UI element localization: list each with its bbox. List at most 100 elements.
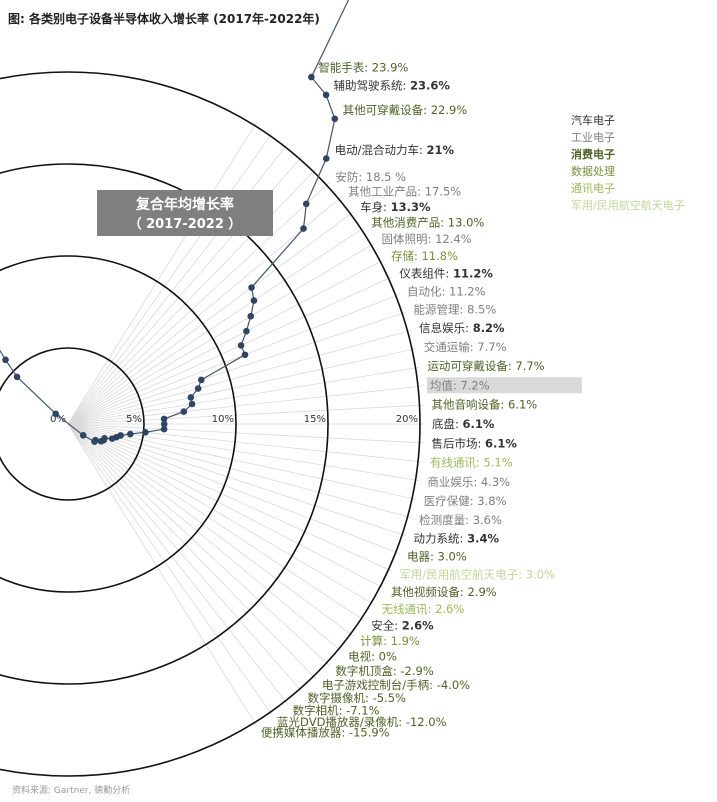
- point-label: 信息娱乐: 8.2%: [419, 321, 505, 335]
- spoke: [67, 182, 330, 425]
- tick-label-5: 5%: [126, 414, 142, 425]
- point-label-name: 数字摄像机:: [308, 691, 373, 705]
- point-label-value: 5.1%: [483, 456, 512, 470]
- spoke: [67, 423, 420, 482]
- center-label-line1: 复合年均增长率: [135, 196, 234, 213]
- point-label-name: 运动可穿戴设备:: [427, 359, 515, 373]
- series-points: [2, 73, 339, 445]
- spoke: [67, 423, 407, 537]
- point-label-name: 其他可穿戴设备:: [343, 103, 431, 117]
- center-label-box: 复合年均增长率 （ 2017-2022 ）: [97, 190, 273, 236]
- point-label-value: 3.4%: [467, 531, 499, 545]
- data-point: [322, 155, 330, 162]
- point-label-name: 无线通讯:: [382, 602, 436, 616]
- point-label-value: 23.6%: [410, 78, 450, 92]
- point-label-name: 存储:: [391, 249, 422, 263]
- point-label: 安防: 18.5 %: [335, 170, 406, 184]
- point-label-value: 7.7%: [515, 359, 544, 373]
- spoke: [67, 121, 257, 425]
- point-label-name: 数字机顶盒:: [335, 664, 400, 678]
- legend-item-consumer: 消费电子: [571, 147, 615, 161]
- data-point: [13, 373, 21, 381]
- tick-label-10: 10%: [212, 414, 234, 425]
- data-point: [247, 312, 255, 320]
- point-label: 动力系统: 3.4%: [414, 531, 500, 545]
- point-label: 其他音响设备: 6.1%: [431, 398, 537, 412]
- point-label-value: 3.0%: [438, 550, 467, 564]
- point-label-name: 均值:: [430, 378, 461, 392]
- point-label-value: 21%: [427, 143, 455, 157]
- point-label-name: 信息娱乐:: [419, 321, 473, 335]
- data-point: [188, 400, 196, 408]
- point-label-name: 电器:: [407, 550, 438, 564]
- point-label-value: 3.8%: [477, 494, 506, 508]
- spoke: [67, 276, 393, 425]
- legend-item-auto: 汽车电子: [571, 113, 615, 127]
- data-point: [108, 435, 116, 442]
- spoke: [67, 423, 257, 727]
- spoke: [67, 423, 330, 666]
- tick-label-20: 20%: [396, 414, 418, 425]
- spoke: [67, 348, 417, 425]
- point-label-name: 计算:: [360, 634, 391, 648]
- data-point: [187, 394, 195, 401]
- point-label-name: 仪表组件:: [399, 267, 453, 281]
- point-labels: 头盔显示器: 34.9%智能手表: 23.9%辅助驾驶系统: 23.6%其他可穿…: [261, 60, 582, 740]
- point-label: 能源管理: 8.5%: [414, 303, 497, 317]
- point-label: 军用/民用航空航天电子: 3.0%: [399, 567, 555, 581]
- data-point: [197, 376, 205, 384]
- data-point: [79, 432, 87, 439]
- data-point: [250, 297, 258, 304]
- source-note: 资料来源: Gartner, 德勤分析: [12, 786, 131, 796]
- spoke: [67, 423, 317, 680]
- point-label-value: 2.9%: [467, 585, 496, 599]
- legend-item-industrial: 工业电子: [571, 131, 615, 144]
- point-label-name: 其他音响设备:: [431, 398, 508, 412]
- data-point: [2, 356, 9, 364]
- tick-label-15: 15%: [304, 414, 326, 425]
- spoke: [67, 423, 400, 555]
- spoke: [67, 423, 412, 519]
- spoke: [67, 329, 412, 425]
- spoke: [67, 423, 273, 716]
- point-label: 交通运输: 7.7%: [424, 340, 507, 354]
- point-label-value: 11.2%: [453, 267, 493, 281]
- legend-item-comm: 通讯电子: [571, 182, 615, 195]
- spoke: [67, 423, 289, 705]
- point-label: 其他视频设备: 2.9%: [391, 585, 497, 599]
- point-label: 无线通讯: 2.6%: [382, 602, 465, 616]
- point-label: 安全: 2.6%: [371, 618, 434, 632]
- point-label-value: 3.0%: [526, 567, 555, 581]
- point-label: 计算: 1.9%: [360, 634, 420, 648]
- point-label: 其他工业产品: 17.5%: [348, 185, 461, 199]
- point-label-value: 7.2%: [460, 378, 489, 392]
- point-label-name: 安全:: [371, 618, 402, 632]
- point-label-value: -12.0%: [406, 715, 447, 729]
- point-label-value: 7.7%: [477, 340, 506, 354]
- point-label-name: 车身:: [360, 200, 391, 214]
- point-label: 蓝光DVD播放器/录像机: -12.0%: [277, 715, 447, 729]
- point-label: 其他可穿戴设备: 22.9%: [343, 103, 468, 117]
- spoke: [67, 311, 407, 425]
- point-label-value: -2.9%: [400, 664, 433, 678]
- point-label-name: 医疗保健:: [424, 494, 478, 508]
- rings: [0, 71, 421, 777]
- point-label: 售后市场: 6.1%: [431, 436, 517, 450]
- point-label-value: 13.0%: [448, 216, 485, 230]
- ring-20: [0, 71, 421, 777]
- point-label: 检测度量: 3.6%: [419, 513, 502, 527]
- tick-label-0: 0%: [50, 414, 66, 425]
- point-label-name: 有线通讯:: [430, 456, 484, 470]
- spoke: [67, 423, 303, 693]
- point-label-value: 1.9%: [391, 634, 420, 648]
- point-label-name: 售后市场:: [431, 436, 485, 450]
- point-label-name: 固体照明:: [382, 232, 436, 246]
- data-point: [322, 91, 330, 99]
- point-label-value: 22.9%: [431, 103, 468, 117]
- data-point: [127, 430, 134, 438]
- spoke: [67, 132, 273, 425]
- point-label-value: 11.2%: [449, 284, 486, 298]
- point-label-value: -7.1%: [346, 703, 379, 717]
- point-label: 电子游戏控制台/手柄: -4.0%: [322, 678, 470, 692]
- point-label-value: 17.5%: [425, 185, 462, 199]
